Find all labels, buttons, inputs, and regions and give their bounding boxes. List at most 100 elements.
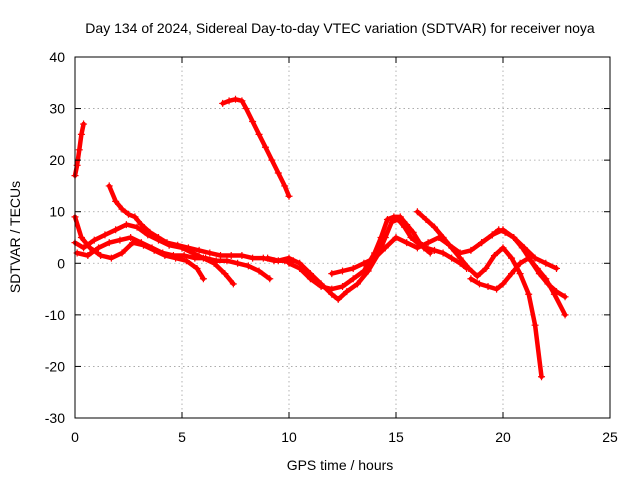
axis-ticks: 0 5 10 15 20 25 -30 -20 -10 0 10 20 30 40 xyxy=(45,49,618,445)
data-point-marker xyxy=(561,293,569,301)
data-point-marker xyxy=(225,97,233,105)
plot-frame xyxy=(74,56,611,419)
data-point-marker xyxy=(439,249,447,257)
x-tick-label: 25 xyxy=(602,429,618,445)
data-point-marker xyxy=(542,259,550,267)
data-point-marker xyxy=(478,239,486,247)
x-tick-label: 15 xyxy=(388,429,404,445)
data-point-marker xyxy=(413,244,421,252)
data-point-marker xyxy=(154,234,162,241)
data-point-marker xyxy=(531,254,539,262)
data-point-marker xyxy=(392,234,400,241)
data-point-marker xyxy=(360,267,368,275)
data-point-marker xyxy=(516,270,524,278)
data-point-marker xyxy=(360,259,368,267)
data-point-marker xyxy=(467,275,475,283)
data-point-marker xyxy=(531,321,539,329)
data-point-marker xyxy=(334,295,342,303)
data-point-marker xyxy=(80,244,88,252)
data-point-marker xyxy=(396,213,404,221)
data-point-marker xyxy=(229,280,237,288)
data-point-marker xyxy=(377,234,385,241)
data-point-marker xyxy=(424,239,432,247)
data-point-marker xyxy=(107,254,115,262)
data-point-marker xyxy=(148,244,156,252)
data-point-marker xyxy=(285,192,293,200)
data-point-marker xyxy=(328,285,336,293)
data-point-marker xyxy=(544,280,552,288)
data-point-marker xyxy=(112,197,120,205)
data-point-marker xyxy=(127,234,135,241)
data-point-marker xyxy=(403,221,411,229)
data-point-marker xyxy=(137,221,145,229)
data-point-marker xyxy=(390,213,398,221)
data-point-marker xyxy=(407,234,415,241)
data-point-marker xyxy=(146,228,154,236)
data-point-marker xyxy=(125,210,132,218)
data-point-marker xyxy=(403,239,411,247)
y-tick-label: 40 xyxy=(49,49,65,65)
data-point-marker xyxy=(212,257,220,265)
data-point-marker xyxy=(261,143,269,151)
data-point-marker xyxy=(242,105,250,113)
data-point-marker xyxy=(349,275,357,283)
data-point-marker xyxy=(80,120,88,128)
data-point-marker xyxy=(249,117,257,125)
series-line xyxy=(415,209,544,379)
data-point-marker xyxy=(232,95,239,103)
data-point-marker xyxy=(199,275,207,283)
data-point-marker xyxy=(553,264,560,272)
chart-title: Day 134 of 2024, Sidereal Day-to-day VTE… xyxy=(85,20,595,36)
y-tick-label: -20 xyxy=(45,358,65,374)
data-point-marker xyxy=(238,97,246,105)
data-point-marker xyxy=(193,264,201,272)
data-point-marker xyxy=(238,252,246,260)
data-point-marker xyxy=(473,272,481,280)
data-point-marker xyxy=(431,246,439,254)
data-point-marker xyxy=(518,244,526,252)
y-tick-label: -30 xyxy=(45,410,65,426)
y-tick-label: -10 xyxy=(45,307,65,323)
series-arc-e xyxy=(105,182,297,265)
series-arc-l xyxy=(478,226,569,301)
data-point-marker xyxy=(508,270,516,278)
data-point-marker xyxy=(118,205,126,213)
data-point-marker xyxy=(484,282,492,290)
data-point-marker xyxy=(182,257,190,265)
data-point-marker xyxy=(525,290,533,298)
x-tick-label: 5 xyxy=(178,429,186,445)
data-point-marker xyxy=(163,239,171,247)
data-point-marker xyxy=(467,246,475,254)
series-line xyxy=(286,214,469,292)
data-point-marker xyxy=(448,254,456,262)
data-point-marker xyxy=(317,282,325,290)
data-point-marker xyxy=(206,249,214,257)
data-point-marker xyxy=(535,270,543,278)
data-point-marker xyxy=(221,270,229,278)
data-point-marker xyxy=(422,215,430,223)
data-point-marker xyxy=(431,223,439,231)
y-tick-label: 30 xyxy=(49,101,65,117)
data-point-marker xyxy=(159,249,167,257)
data-point-marker xyxy=(285,259,293,267)
data-point-marker xyxy=(90,236,98,244)
data-point-marker xyxy=(274,257,282,265)
data-point-marker xyxy=(527,257,535,265)
data-point-marker xyxy=(499,244,507,252)
data-point-marker xyxy=(101,231,109,239)
data-point-marker xyxy=(490,252,498,260)
data-point-marker xyxy=(219,99,227,107)
data-point-marker xyxy=(508,254,516,262)
data-point-marker xyxy=(223,257,231,265)
data-point-marker xyxy=(122,221,130,229)
x-axis-label: GPS time / hours xyxy=(287,457,394,473)
data-point-marker xyxy=(174,241,182,249)
data-point-marker xyxy=(499,280,507,288)
series-arc-a xyxy=(71,120,88,180)
data-point-marker xyxy=(538,373,546,381)
y-axis-label: SDTVAR / TECUs xyxy=(7,181,23,293)
data-point-marker xyxy=(553,288,560,296)
data-point-marker xyxy=(448,244,456,252)
data-point-marker xyxy=(202,254,210,262)
